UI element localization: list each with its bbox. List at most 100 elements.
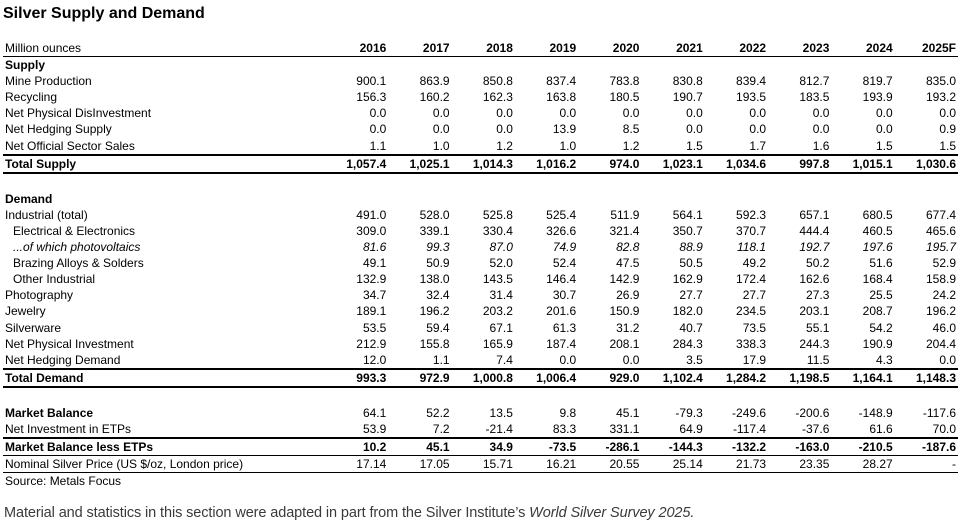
cell-value: 16.21 (514, 455, 579, 474)
cell-value: 1,015.1 (831, 153, 895, 174)
table-row: Market Balance 64.1 52.2 13.5 9.8 45.1 -79.3 -2… (3, 405, 958, 421)
cell-value: 74.9 (552, 240, 577, 255)
cell-value: 162.3 (482, 90, 513, 105)
cell-value: 309.0 (356, 223, 387, 238)
cell-value: 1,284.2 (704, 367, 769, 388)
cell-value: 465.6 (925, 223, 956, 238)
cell-value: 0.0 (559, 106, 577, 121)
table-row: Nominal Silver Price (US $/oz, London pr… (3, 455, 958, 474)
cell-value (831, 191, 894, 207)
unit-label: Million ounces (3, 40, 325, 58)
table-row: Other Industrial 132.9 138.0 143.5 146.4 142.… (3, 271, 958, 287)
cell-value: 525.8 (482, 207, 513, 222)
cell-value: 0.0 (432, 122, 450, 137)
cell-value (325, 473, 388, 490)
table-row (3, 173, 958, 191)
cell-value: 189.1 (356, 304, 387, 319)
page-title: Silver Supply and Demand (3, 5, 205, 22)
cell-value (705, 191, 768, 207)
cell-value: 564.1 (672, 207, 703, 222)
row-label: Net Physical DisInvestment (5, 106, 152, 121)
cell-value: 27.7 (742, 288, 767, 303)
cell-value: 680.5 (862, 207, 893, 222)
cell-value: 162.9 (672, 272, 703, 287)
cell-value: 190.7 (672, 90, 703, 105)
cell-value: 25.14 (641, 455, 705, 474)
cell-value: 1,057.4 (325, 153, 389, 174)
footer-note-text: Material and statistics in this section … (4, 505, 530, 521)
cell-value: 7.4 (496, 352, 513, 367)
cell-value: 47.5 (616, 256, 640, 271)
cell-value: 155.8 (419, 336, 450, 351)
cell-value: 59.4 (426, 320, 450, 335)
row-label: Market Balance less ETPs (3, 437, 325, 457)
cell-value: 118.1 (736, 240, 767, 255)
cell-value: 142.9 (609, 272, 640, 287)
table-row: Mine Production 900.1 863.9 850.8 837.4 783.8… (3, 73, 958, 89)
cell-value: 863.9 (419, 74, 450, 89)
row-label: ...of which photovoltaics (13, 240, 141, 255)
table-row: Jewelry 189.1 196.2 203.2 201.6 150.9 182.0 234… (3, 303, 958, 319)
cell-value: -21.4 (485, 421, 513, 436)
cell-value: -132.2 (704, 437, 769, 457)
cell-value (705, 57, 768, 74)
cell-value: 0.0 (875, 122, 893, 137)
year-header: 2018 (451, 40, 515, 58)
cell-value: 83.3 (552, 421, 577, 436)
cell-value: 30.7 (552, 288, 577, 303)
cell-value: -73.5 (514, 437, 579, 457)
cell-value: 592.3 (736, 207, 767, 222)
cell-value: -117.6 (922, 405, 956, 420)
cell-value: 45.1 (616, 405, 640, 420)
cell-value: 28.27 (831, 455, 895, 474)
table-row: Total Supply 1,057.4 1,025.1 1,014.3 1,016.2… (3, 153, 958, 174)
year-header: 2024 (831, 40, 895, 58)
cell-value: 158.9 (925, 272, 956, 287)
cell-value: 31.4 (489, 288, 513, 303)
cell-value: 20.55 (578, 455, 642, 474)
cell-value: 180.5 (609, 90, 640, 105)
table-body: Million ounces 2016 2017 2018 2019 2020 2021 20… (3, 40, 958, 489)
cell-value: 1,198.5 (768, 367, 832, 388)
cell-value: 190.9 (862, 336, 893, 351)
cell-value: 850.8 (482, 74, 513, 89)
cell-value: 52.0 (489, 256, 513, 271)
cell-value: 331.1 (609, 421, 640, 436)
cell-value: 143.5 (482, 272, 513, 287)
cell-value: 1,148.3 (894, 367, 958, 388)
cell-value: 51.6 (869, 256, 893, 271)
cell-value: 528.0 (419, 207, 450, 222)
cell-value: 1.1 (369, 138, 387, 153)
year-header: 2016 (325, 40, 389, 58)
cell-value: 839.4 (736, 74, 767, 89)
row-label: Photography (5, 288, 74, 303)
row-label: Jewelry (5, 304, 46, 319)
cell-value: 1.5 (686, 138, 703, 153)
cell-value (388, 191, 451, 207)
cell-value: 491.0 (356, 207, 387, 222)
cell-value: 27.7 (679, 288, 703, 303)
cell-value: -79.3 (675, 405, 703, 420)
cell-value: 50.2 (806, 256, 830, 271)
cell-value: 812.7 (799, 74, 830, 89)
cell-value: 64.1 (362, 405, 387, 420)
cell-value: -148.9 (858, 405, 893, 420)
cell-value: 197.6 (862, 240, 893, 255)
cell-value: 0.0 (369, 106, 387, 121)
cell-value: 138.0 (419, 272, 450, 287)
cell-value: 1.6 (812, 138, 830, 153)
cell-value: 783.8 (609, 74, 640, 89)
cell-value: -163.0 (768, 437, 832, 457)
cell-value: 0.0 (686, 106, 703, 121)
cell-value: 1,006.4 (514, 367, 579, 388)
cell-value: 993.3 (325, 367, 389, 388)
cell-value: 0.0 (812, 106, 830, 121)
cell-value: 0.0 (749, 106, 767, 121)
cell-value: 1,034.6 (704, 153, 769, 174)
cell-value (768, 191, 831, 207)
cell-value: 13.5 (489, 405, 513, 420)
cell-value (768, 473, 831, 490)
cell-value: 444.4 (799, 223, 830, 238)
cell-value: 52.2 (426, 405, 450, 420)
row-label: Electrical & Electronics (13, 223, 136, 238)
